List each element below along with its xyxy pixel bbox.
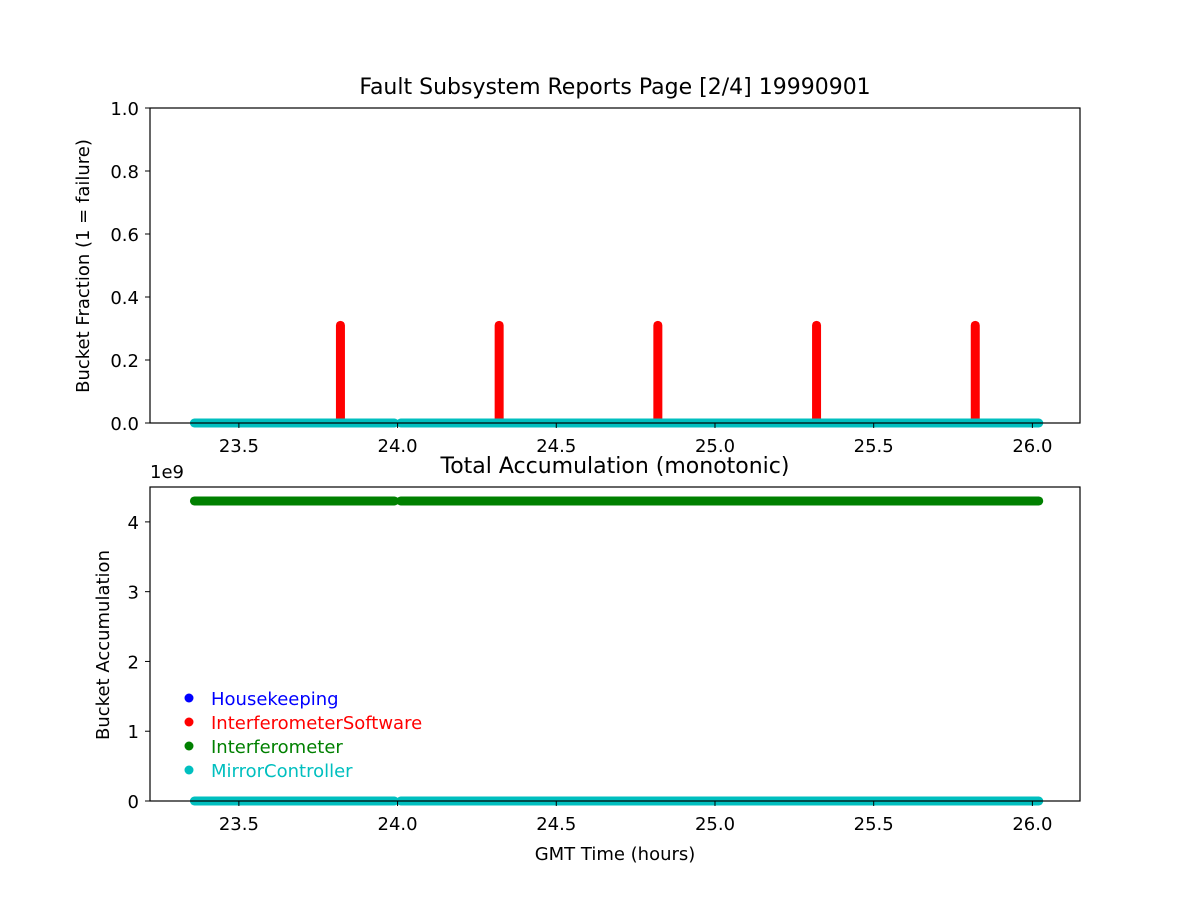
x-tick-label: 24.5	[536, 814, 576, 835]
x-tick-label: 25.0	[695, 814, 735, 835]
legend: Housekeeping InterferometerSoftware Interf…	[184, 689, 422, 782]
y-tick-label: 0.2	[110, 351, 139, 372]
bottom-y-axis-label: Bucket Accumulation	[93, 550, 114, 740]
bottom-plot-area: 23.5 24.0 24.5 25.0 25.5 26.0 0 1 2 3 4	[128, 486, 1081, 835]
data-marks	[189, 320, 1044, 428]
x-tick-label: 23.5	[219, 436, 259, 457]
x-tick-label: 25.0	[695, 436, 735, 457]
x-tick-label: 23.5	[219, 814, 259, 835]
data-spike	[812, 320, 822, 428]
legend-marker	[184, 741, 194, 751]
legend-label: InterferometerSoftware	[211, 713, 422, 734]
top-plot-area: 23.5 24.0 24.5 25.0 25.5 26.0 0.0 0.2 0.4 0.6 0.8 1…	[110, 99, 1081, 457]
data-point-band	[396, 496, 1044, 506]
legend-label: Interferometer	[211, 737, 343, 758]
y-tick-label: 1	[128, 722, 139, 743]
bottom-chart-title: Total Accumulation (monotonic)	[440, 454, 790, 479]
data-spike	[335, 320, 345, 428]
data-point-band	[189, 496, 399, 506]
data-spike	[494, 320, 504, 428]
x-tick-label: 26.0	[1012, 814, 1052, 835]
series-interferometersoftware	[335, 320, 980, 428]
top-y-axis-label: Bucket Fraction (1 = failure)	[73, 139, 94, 393]
x-tick-label: 24.0	[378, 814, 418, 835]
y-tick-label: 4	[128, 513, 139, 534]
legend-label: Housekeeping	[211, 689, 339, 710]
y-tick-label: 0.8	[110, 162, 139, 183]
legend-label: MirrorController	[211, 761, 353, 782]
legend-marker	[184, 693, 194, 703]
top-panel: Fault Subsystem Reports Page [2/4] 19990…	[73, 75, 1081, 457]
y-tick-label: 1.0	[110, 99, 139, 120]
y-tick-label: 0	[128, 792, 139, 813]
x-tick-label: 25.5	[854, 814, 894, 835]
bottom-panel: Total Accumulation (monotonic) Bucket Ac…	[93, 454, 1081, 865]
data-spike	[970, 320, 980, 428]
x-tick-label: 25.5	[854, 436, 894, 457]
axes-frame	[149, 486, 1081, 802]
legend-marker	[184, 717, 194, 727]
y-tick-label: 0.4	[110, 288, 139, 309]
data-spike	[653, 320, 663, 428]
y-tick-label: 0.6	[110, 225, 139, 246]
top-chart-title: Fault Subsystem Reports Page [2/4] 19990…	[359, 75, 870, 100]
bottom-y-offset-label: 1e9	[150, 462, 184, 483]
x-tick-label: 24.0	[378, 436, 418, 457]
legend-marker	[184, 765, 194, 775]
bottom-x-axis-label: GMT Time (hours)	[535, 844, 696, 865]
x-tick-label: 26.0	[1012, 436, 1052, 457]
y-tick-label: 3	[128, 583, 139, 604]
axes-frame	[149, 107, 1081, 424]
y-tick-label: 0.0	[110, 414, 139, 435]
y-tick-label: 2	[128, 652, 139, 673]
series-interferometer	[189, 496, 1044, 506]
x-tick-label: 24.5	[536, 436, 576, 457]
